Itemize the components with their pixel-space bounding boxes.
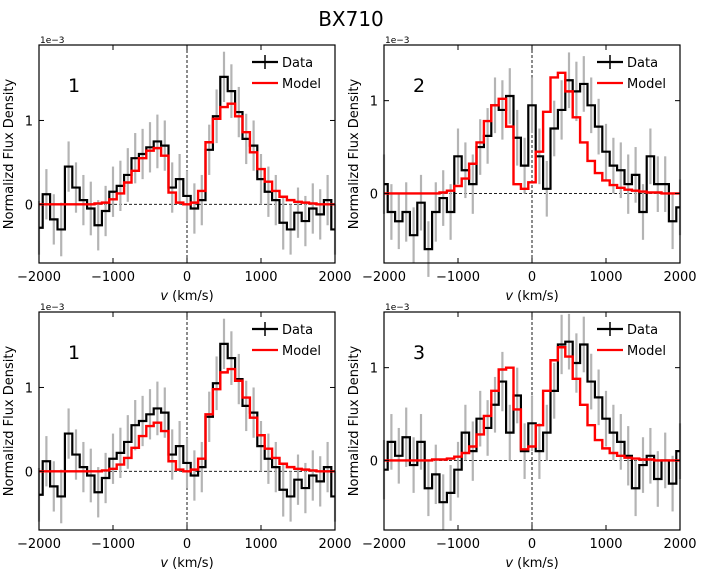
legend-data-label: Data (282, 323, 313, 338)
legend-model-label: Model (627, 77, 666, 92)
x-axis-var: v (160, 289, 168, 304)
data-series-line (384, 79, 680, 251)
x-tick-label: 0 (528, 270, 536, 285)
y-tick-label: 1 (25, 381, 33, 396)
panel-label: 1 (68, 342, 80, 364)
y-offset-label: 1e−3 (385, 303, 410, 313)
model-series-line (39, 102, 335, 206)
model-series-line (39, 367, 335, 473)
x-tick-label: −1000 (436, 270, 480, 285)
x-tick-label: −1000 (91, 270, 135, 285)
x-tick-label: 1000 (244, 270, 277, 285)
x-tick-label: 1000 (589, 270, 622, 285)
panel-top-right: −2000 −1000 0 1000 2000 0 1 2 1e−3 Normalizd F… (347, 36, 697, 304)
y-tick-label: 1 (370, 95, 378, 110)
legend-data-label: Data (627, 323, 658, 338)
panel-label: 3 (413, 342, 425, 364)
y-axis-label: Normalizd Flux Density (347, 78, 362, 229)
x-tick-label: 1000 (589, 537, 622, 552)
legend: Data Model (597, 322, 666, 359)
x-tick-label: 2000 (663, 537, 696, 552)
panel-label: 2 (413, 75, 425, 97)
legend-model-label: Model (627, 344, 666, 359)
y-tick-label: 0 (25, 465, 33, 480)
x-axis-unit: (km/s) (513, 556, 559, 571)
x-tick-label: −2000 (17, 270, 61, 285)
data-series-line (384, 340, 680, 504)
panel-top-left: −2000 −1000 0 1000 2000 0 1 1 1e−3 Normalizd F… (2, 36, 352, 304)
model-series-line (384, 346, 680, 462)
x-tick-label: −2000 (17, 537, 61, 552)
x-axis-var: v (505, 289, 513, 304)
y-tick-label: 0 (370, 187, 378, 202)
x-axis-label: v (km/s) (505, 556, 558, 571)
panel-bottom-left: −2000 −1000 0 1000 2000 0 1 1 1e−3 Normalizd F… (2, 303, 352, 571)
x-axis-var: v (505, 556, 513, 571)
y-tick-label: 0 (370, 454, 378, 469)
legend: Data Model (597, 55, 666, 92)
x-tick-label: 2000 (318, 270, 351, 285)
legend: Data Model (252, 322, 321, 359)
x-tick-label: −2000 (362, 270, 406, 285)
x-axis-unit: (km/s) (513, 289, 559, 304)
figure-title: BX710 (318, 7, 384, 31)
x-axis-label: v (km/s) (505, 289, 558, 304)
legend-model-label: Model (282, 344, 321, 359)
legend: Data Model (252, 55, 321, 92)
x-axis-var: v (160, 556, 168, 571)
y-offset-label: 1e−3 (385, 36, 410, 46)
panel-label: 1 (68, 75, 80, 97)
legend-data-label: Data (282, 56, 313, 71)
y-offset-label: 1e−3 (40, 303, 65, 313)
y-tick-label: 0 (25, 198, 33, 213)
x-axis-unit: (km/s) (168, 289, 214, 304)
x-tick-label: −2000 (362, 537, 406, 552)
model-series-line (384, 71, 680, 195)
x-axis-unit: (km/s) (168, 556, 214, 571)
x-tick-label: −1000 (91, 537, 135, 552)
panel-bottom-right: −2000 −1000 0 1000 2000 0 1 3 1e−3 Normalizd F… (347, 303, 697, 571)
y-tick-label: 1 (370, 362, 378, 377)
x-tick-label: −1000 (436, 537, 480, 552)
x-tick-label: 1000 (244, 537, 277, 552)
legend-data-label: Data (627, 56, 658, 71)
y-axis-label: Normalizd Flux Density (347, 345, 362, 496)
x-axis-label: v (km/s) (160, 289, 213, 304)
y-axis-label: Normalizd Flux Density (2, 78, 17, 229)
x-tick-label: 2000 (663, 270, 696, 285)
legend-model-label: Model (282, 77, 321, 92)
x-tick-label: 0 (528, 537, 536, 552)
y-tick-label: 1 (25, 114, 33, 129)
y-offset-label: 1e−3 (40, 36, 65, 46)
x-tick-label: 0 (183, 537, 191, 552)
x-tick-label: 0 (183, 270, 191, 285)
y-axis-label: Normalizd Flux Density (2, 345, 17, 496)
x-axis-label: v (km/s) (160, 556, 213, 571)
x-tick-label: 2000 (318, 537, 351, 552)
